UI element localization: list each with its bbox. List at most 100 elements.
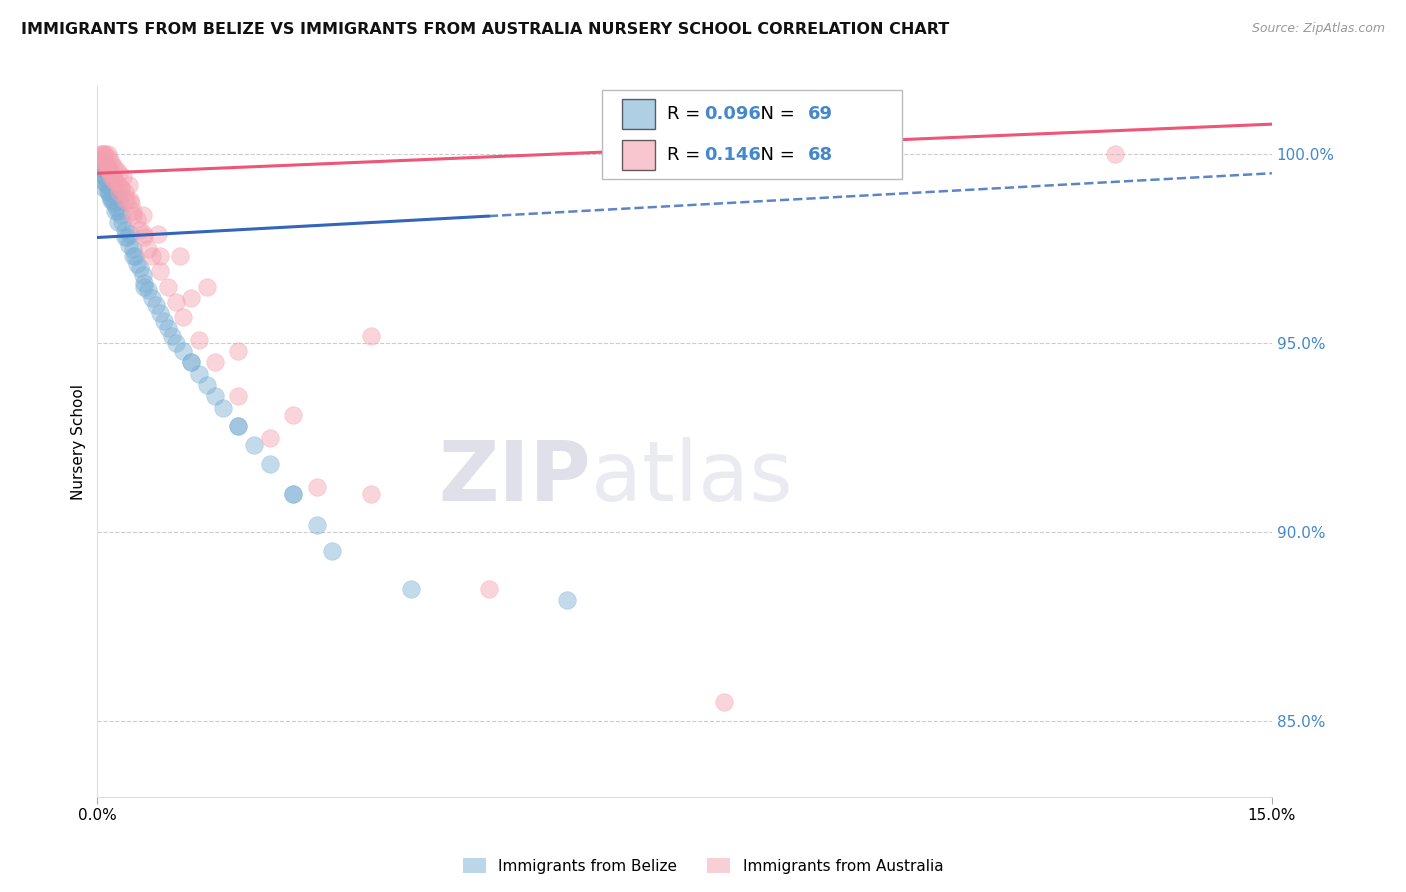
Point: [120, 193, 142, 207]
Point: [94, 155, 117, 169]
Point: [105, 162, 128, 177]
Point: [118, 238, 141, 252]
FancyBboxPatch shape: [623, 99, 655, 128]
Point: [281, 408, 304, 422]
Point: [107, 215, 129, 229]
Point: [108, 185, 131, 199]
Point: [115, 230, 138, 244]
Text: N =: N =: [749, 105, 801, 123]
Point: [112, 169, 135, 184]
Point: [124, 249, 146, 263]
Point: [134, 227, 156, 241]
Point: [94, 159, 117, 173]
Point: [259, 457, 281, 471]
Point: [98, 189, 121, 203]
Point: [149, 249, 172, 263]
Point: [226, 419, 249, 434]
Point: [188, 333, 211, 347]
Point: [111, 215, 134, 229]
Point: [121, 208, 143, 222]
Text: 68: 68: [808, 145, 834, 164]
Point: [114, 193, 136, 207]
Point: [98, 166, 121, 180]
Point: [160, 328, 183, 343]
Point: [156, 321, 179, 335]
Point: [129, 223, 152, 237]
Point: [173, 343, 195, 358]
Point: [136, 242, 159, 256]
Point: [108, 193, 131, 207]
Point: [125, 257, 148, 271]
Point: [211, 401, 233, 415]
Point: [110, 181, 132, 195]
Point: [110, 181, 132, 195]
Text: IMMIGRANTS FROM BELIZE VS IMMIGRANTS FROM AUSTRALIA NURSERY SCHOOL CORRELATION C: IMMIGRANTS FROM BELIZE VS IMMIGRANTS FRO…: [21, 22, 949, 37]
Point: [204, 355, 226, 369]
Point: [153, 313, 176, 327]
Point: [103, 174, 125, 188]
Point: [107, 178, 129, 192]
Point: [134, 279, 156, 293]
Point: [120, 196, 142, 211]
Point: [156, 279, 179, 293]
Text: 0.146: 0.146: [704, 145, 762, 164]
Point: [555, 593, 578, 607]
Point: [149, 306, 172, 320]
Point: [132, 208, 155, 222]
Point: [121, 249, 143, 263]
Point: [141, 291, 163, 305]
Point: [148, 227, 170, 241]
Point: [129, 260, 152, 275]
Point: [93, 147, 115, 161]
Point: [101, 193, 124, 207]
Point: [180, 291, 202, 305]
Text: R =: R =: [666, 105, 706, 123]
Point: [305, 517, 328, 532]
Point: [101, 159, 124, 173]
Point: [93, 162, 115, 177]
Point: [281, 487, 304, 501]
Point: [101, 169, 124, 184]
Point: [114, 185, 136, 199]
Point: [93, 151, 115, 165]
Point: [114, 230, 136, 244]
Point: [105, 189, 128, 203]
Point: [145, 298, 167, 312]
Point: [195, 377, 218, 392]
Point: [108, 166, 131, 180]
Point: [136, 284, 159, 298]
Point: [94, 155, 117, 169]
Point: [173, 310, 195, 324]
Point: [204, 389, 226, 403]
Point: [100, 155, 122, 169]
Point: [96, 159, 118, 173]
Point: [93, 162, 115, 177]
FancyBboxPatch shape: [602, 90, 901, 178]
Point: [149, 264, 172, 278]
Point: [188, 367, 211, 381]
Point: [96, 166, 118, 180]
Point: [96, 159, 118, 173]
Point: [93, 181, 115, 195]
Text: 69: 69: [808, 105, 832, 123]
Point: [195, 279, 218, 293]
Point: [96, 178, 118, 192]
Legend: Immigrants from Belize, Immigrants from Australia: Immigrants from Belize, Immigrants from …: [457, 852, 949, 880]
Point: [1104, 147, 1126, 161]
Point: [165, 294, 187, 309]
Point: [360, 328, 382, 343]
Point: [360, 487, 382, 501]
Point: [165, 336, 187, 351]
Point: [180, 355, 202, 369]
Point: [98, 185, 121, 199]
Point: [243, 438, 266, 452]
Point: [180, 355, 202, 369]
Point: [94, 169, 117, 184]
Point: [125, 211, 148, 226]
Point: [94, 147, 117, 161]
Text: 0.096: 0.096: [704, 105, 762, 123]
Point: [281, 487, 304, 501]
Point: [259, 431, 281, 445]
Point: [100, 181, 122, 195]
Point: [114, 223, 136, 237]
